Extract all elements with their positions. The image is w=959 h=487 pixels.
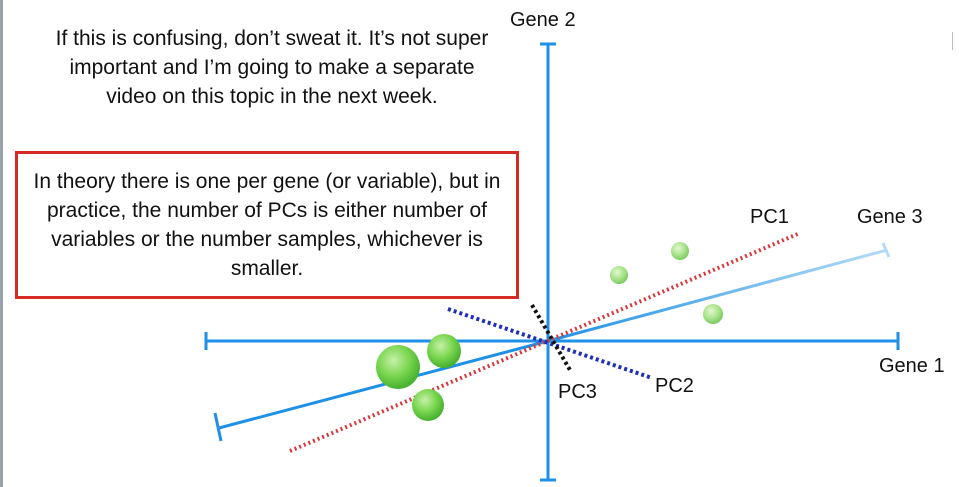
pc1-label: PC1: [750, 206, 789, 228]
gene2-axis: [540, 42, 556, 482]
slide-right-edge: [952, 32, 953, 50]
pc2-label: PC2: [655, 375, 694, 397]
data-point: [376, 345, 420, 389]
slide-left-border: [0, 0, 3, 487]
callout-text: In theory there is one per gene (or vari…: [33, 170, 501, 280]
callout-box: In theory there is one per gene (or vari…: [15, 151, 519, 299]
pc3-line: [530, 303, 572, 372]
data-point: [412, 389, 444, 421]
gene3-label: Gene 3: [857, 206, 923, 228]
data-point: [427, 334, 461, 368]
side-note: If this is confusing, don’t sweat it. It…: [55, 27, 489, 108]
data-point: [703, 304, 723, 324]
gene2-label: Gene 2: [510, 9, 576, 31]
pc3-label: PC3: [558, 381, 597, 403]
gene3-axis: [213, 242, 891, 442]
data-point: [610, 266, 628, 284]
pc2-line: [447, 307, 653, 380]
data-point: [671, 242, 689, 260]
gene1-label: Gene 1: [879, 355, 945, 377]
